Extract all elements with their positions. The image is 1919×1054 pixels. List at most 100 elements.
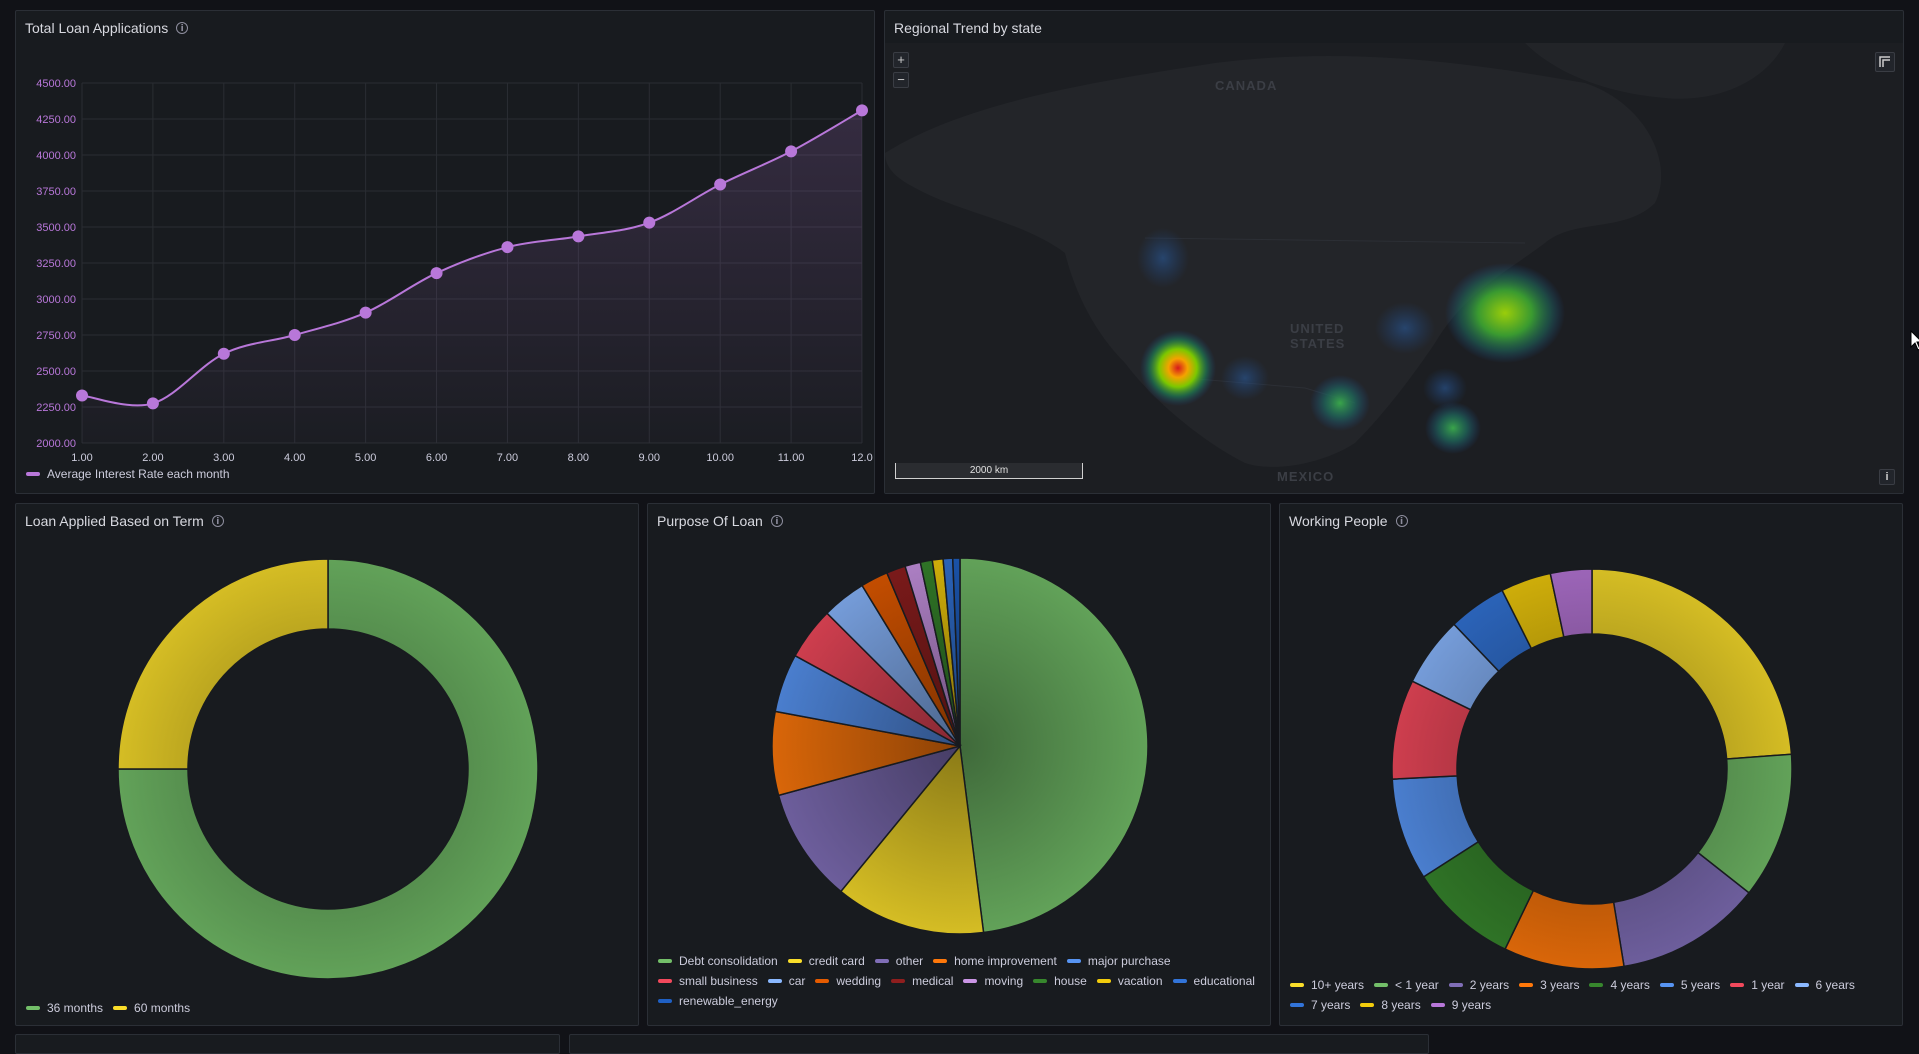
legend-swatch — [1374, 983, 1389, 987]
pie-slice[interactable] — [777, 744, 963, 893]
legend-label: 8 years — [1381, 998, 1421, 1012]
pie-slice[interactable] — [959, 557, 1149, 934]
legend-item[interactable]: 4 years — [1589, 978, 1650, 992]
legend-item[interactable]: wedding — [815, 974, 881, 988]
layer-switcher-icon[interactable] — [1875, 52, 1895, 72]
map-scale-label: 2000 km — [969, 465, 1009, 476]
data-point — [714, 178, 727, 191]
legend-item[interactable]: 5 years — [1659, 978, 1720, 992]
y-tick-label: 4250.00 — [36, 114, 76, 126]
purpose-pie-chart[interactable] — [648, 534, 1272, 974]
x-tick-label: 9.00 — [639, 452, 660, 464]
data-point — [785, 145, 798, 158]
legend-item[interactable]: 1 year — [1730, 978, 1785, 992]
bottom-panel-middle — [569, 1034, 1429, 1054]
map-view[interactable]: CANADA UNITED STATES MEXICO — [885, 43, 1903, 493]
legend-swatch — [658, 959, 672, 963]
info-icon[interactable]: i — [211, 515, 224, 527]
legend-label: 4 years — [1610, 978, 1650, 992]
legend-swatch — [658, 999, 672, 1003]
legend-item[interactable]: Average Interest Rate each month — [26, 467, 230, 481]
panel-title[interactable]: Purpose Of Loan i — [657, 513, 783, 529]
panel-title[interactable]: Regional Trend by state — [894, 20, 1042, 36]
legend-swatch — [767, 979, 782, 983]
legend-item[interactable]: home improvement — [933, 954, 1057, 968]
legend-item[interactable]: house — [1033, 974, 1087, 988]
zoom-in-button[interactable]: + — [893, 52, 909, 68]
legend-item[interactable]: 10+ years — [1290, 978, 1364, 992]
y-tick-label: 2000.00 — [36, 438, 76, 450]
legend-label: car — [788, 974, 806, 988]
term-donut-chart[interactable] — [16, 534, 640, 1014]
legend-label: educational — [1193, 974, 1255, 988]
legend-swatch — [815, 979, 830, 983]
map-base — [885, 43, 1785, 467]
pie-slice[interactable] — [117, 558, 329, 770]
y-tick-label: 4500.00 — [36, 78, 76, 90]
legend-item[interactable]: medical — [891, 974, 953, 988]
panel-title-text: Regional Trend by state — [894, 20, 1042, 36]
info-icon[interactable]: i — [770, 515, 783, 527]
legend-item[interactable]: 3 years — [1519, 978, 1579, 992]
panel-title[interactable]: Total Loan Applications i — [25, 20, 189, 36]
legend-swatch — [1430, 1003, 1445, 1007]
line-chart[interactable]: 2000.00 2250.00 2500.00 2750.00 3000.00 3250.… — [16, 41, 876, 481]
legend-item[interactable]: 36 months — [26, 1001, 103, 1015]
legend-swatch — [1589, 983, 1604, 987]
legend-item[interactable]: small business — [658, 974, 758, 988]
data-point — [643, 216, 656, 229]
pie-slice[interactable] — [839, 744, 985, 935]
panel-title[interactable]: Working People i — [1289, 513, 1408, 529]
info-icon[interactable]: i — [1395, 515, 1408, 527]
legend-label: vacation — [1117, 974, 1163, 988]
legend-item[interactable]: educational — [1172, 974, 1255, 988]
legend-label: major purchase — [1087, 954, 1171, 968]
data-point — [146, 397, 159, 410]
heat-spot-florida — [1425, 402, 1481, 454]
legend-item[interactable]: Debt consolidation — [658, 954, 778, 968]
legend-item[interactable]: 9 years — [1430, 998, 1492, 1012]
legend-item[interactable]: 8 years — [1360, 998, 1421, 1012]
legend-label: 10+ years — [1311, 978, 1365, 992]
legend-item[interactable]: renewable_energy — [658, 994, 778, 1008]
heat-spot-colorado — [1221, 356, 1269, 400]
pie-slice[interactable] — [1591, 568, 1793, 760]
legend-item[interactable]: car — [767, 974, 806, 988]
zoom-out-button[interactable]: − — [893, 72, 909, 88]
legend-swatch — [113, 1006, 128, 1010]
working-people-panel: Working People i 10+ years < 1 year 2 year… — [1279, 503, 1903, 1026]
legend-swatch — [1730, 983, 1745, 987]
mouse-cursor — [1910, 330, 1919, 351]
legend-item[interactable]: 2 years — [1448, 978, 1509, 992]
heatmap-layer — [1137, 228, 1565, 454]
legend-label: credit card — [808, 954, 865, 968]
legend-item[interactable]: major purchase — [1066, 954, 1171, 968]
map-info-button[interactable]: i — [1879, 469, 1895, 485]
map-label-canada: CANADA — [1215, 78, 1278, 93]
working-donut-chart[interactable] — [1280, 534, 1904, 974]
legend-swatch — [933, 959, 948, 963]
legend-item[interactable]: other — [874, 954, 923, 968]
legend-item[interactable]: 6 years — [1794, 978, 1855, 992]
legend-label: house — [1054, 974, 1087, 988]
pie-slice[interactable] — [1549, 568, 1593, 638]
legend-item[interactable]: moving — [963, 974, 1023, 988]
legend-label: 9 years — [1451, 998, 1492, 1012]
legend-item[interactable]: < 1 year — [1374, 978, 1439, 992]
legend-swatch — [1290, 983, 1304, 987]
info-icon[interactable]: i — [176, 22, 189, 34]
heat-spot-northeast — [1445, 263, 1565, 363]
series-area — [82, 110, 862, 444]
legend-item[interactable]: 60 months — [113, 1001, 190, 1015]
legend-item[interactable]: 7 years — [1290, 998, 1350, 1012]
legend-item[interactable]: vacation — [1096, 974, 1163, 988]
heat-spot-illinois — [1375, 302, 1435, 354]
data-point — [430, 267, 443, 280]
pie-slice[interactable] — [951, 557, 961, 747]
legend-label: renewable_energy — [679, 994, 778, 1008]
pie-slice[interactable] — [117, 558, 539, 980]
legend-label: 1 year — [1751, 978, 1785, 992]
legend-label: 36 months — [47, 1001, 104, 1015]
legend-item[interactable]: credit card — [787, 954, 865, 968]
panel-title[interactable]: Loan Applied Based on Term i — [25, 513, 224, 529]
